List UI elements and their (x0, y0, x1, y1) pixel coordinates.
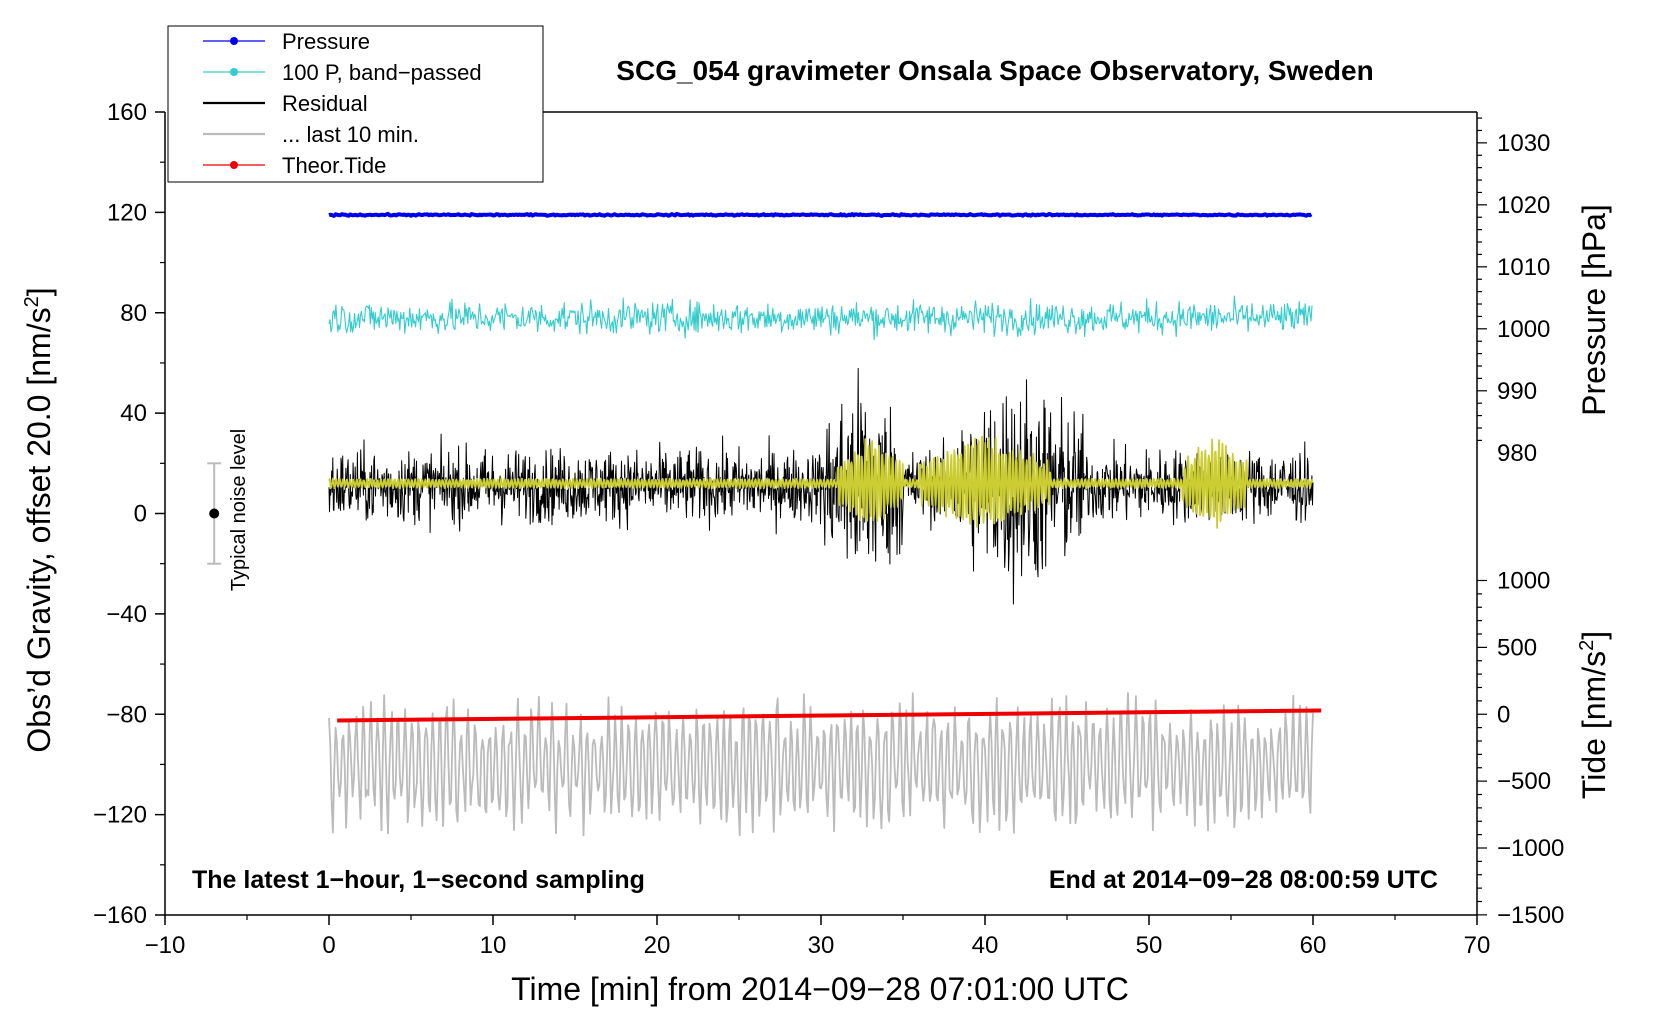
y-tick-label: 80 (120, 300, 147, 327)
x-tick-label: 10 (480, 932, 507, 959)
legend-label: 100 P, band−passed (282, 60, 482, 85)
left-axis: −160 −120 −80 −40 0 40 80 120 160 (93, 99, 165, 929)
legend-swatch-pressure-marker (230, 37, 238, 45)
legend-swatch-theor-tide-marker (230, 161, 238, 169)
x-tick-label: −10 (145, 932, 186, 959)
y-tick-label: 40 (120, 400, 147, 427)
series-residual-smoothed (328, 435, 1314, 529)
y-tick-label: 160 (107, 99, 147, 126)
legend-label: Theor.Tide (282, 153, 386, 178)
tide-axis: −1500 −1000 −500 0 500 1000 (1477, 568, 1564, 929)
noise-level-label: Typical noise level (228, 429, 250, 591)
legend-label: ... last 10 min. (282, 122, 419, 147)
y-tick-label: 120 (107, 199, 147, 226)
tide-tick-label: 500 (1497, 634, 1537, 661)
x-tick-label: 0 (322, 932, 335, 959)
x-tick-label: 60 (1300, 932, 1327, 959)
series-pressure (328, 211, 1313, 218)
noise-level-bar (207, 462, 222, 565)
x-axis-title: Time [min] from 2014−09−28 07:01:00 UTC (511, 971, 1129, 1007)
tide-axis-title: Tide [nm/s2] (1576, 631, 1612, 799)
series-100-p-band-passed (328, 295, 1313, 341)
series-theor-tide (337, 708, 1322, 723)
pressure-tick-label: 1000 (1497, 316, 1550, 343)
note-end-time: End at 2014−09−28 08:00:59 UTC (1049, 866, 1438, 894)
legend-swatch-100-p-band-passed-marker (230, 68, 238, 76)
note-latest-hour: The latest 1−hour, 1−second sampling (192, 866, 645, 894)
pressure-tick-label: 1030 (1497, 130, 1550, 157)
tide-tick-label: −1500 (1497, 902, 1564, 929)
tide-tick-label: −500 (1497, 768, 1551, 795)
series-last-10-min (328, 692, 1314, 837)
y-tick-label: −160 (93, 902, 147, 929)
series-layer (328, 211, 1322, 837)
x-tick-label: 30 (808, 932, 835, 959)
y-tick-label: 0 (134, 501, 147, 528)
pressure-tick-label: 980 (1497, 440, 1537, 467)
chart-title: SCG_054 gravimeter Onsala Space Observat… (616, 55, 1373, 86)
pressure-tick-label: 990 (1497, 378, 1537, 405)
tide-tick-label: 0 (1497, 701, 1510, 728)
pressure-tick-label: 1020 (1497, 192, 1550, 219)
tide-tick-label: 1000 (1497, 568, 1550, 595)
pressure-tick-label: 1010 (1497, 254, 1550, 281)
legend-label: Pressure (282, 29, 370, 54)
legend: Pressure 100 P, band−passed Residual ... la… (167, 25, 544, 183)
pressure-axis: 980 990 1000 1010 1020 1030 (1477, 117, 1550, 467)
tide-tick-label: −1000 (1497, 835, 1564, 862)
legend-label: Residual (282, 91, 368, 116)
x-tick-label: 40 (972, 932, 999, 959)
y-tick-label: −120 (93, 802, 147, 829)
y-tick-label: −80 (106, 701, 147, 728)
x-tick-label: 50 (1136, 932, 1163, 959)
x-tick-label: 20 (644, 932, 671, 959)
y-axis-title: Obs’d Gravity, offset 20.0 [nm/s2] (21, 287, 57, 752)
y-tick-label: −40 (106, 601, 147, 628)
series-residual (328, 367, 1314, 605)
pressure-axis-title: Pressure [hPa] (1576, 204, 1612, 416)
x-tick-label: 70 (1464, 932, 1491, 959)
noise-bar-center (209, 508, 220, 519)
bottom-axis: −10 0 10 20 30 40 50 60 70 (145, 915, 1491, 959)
